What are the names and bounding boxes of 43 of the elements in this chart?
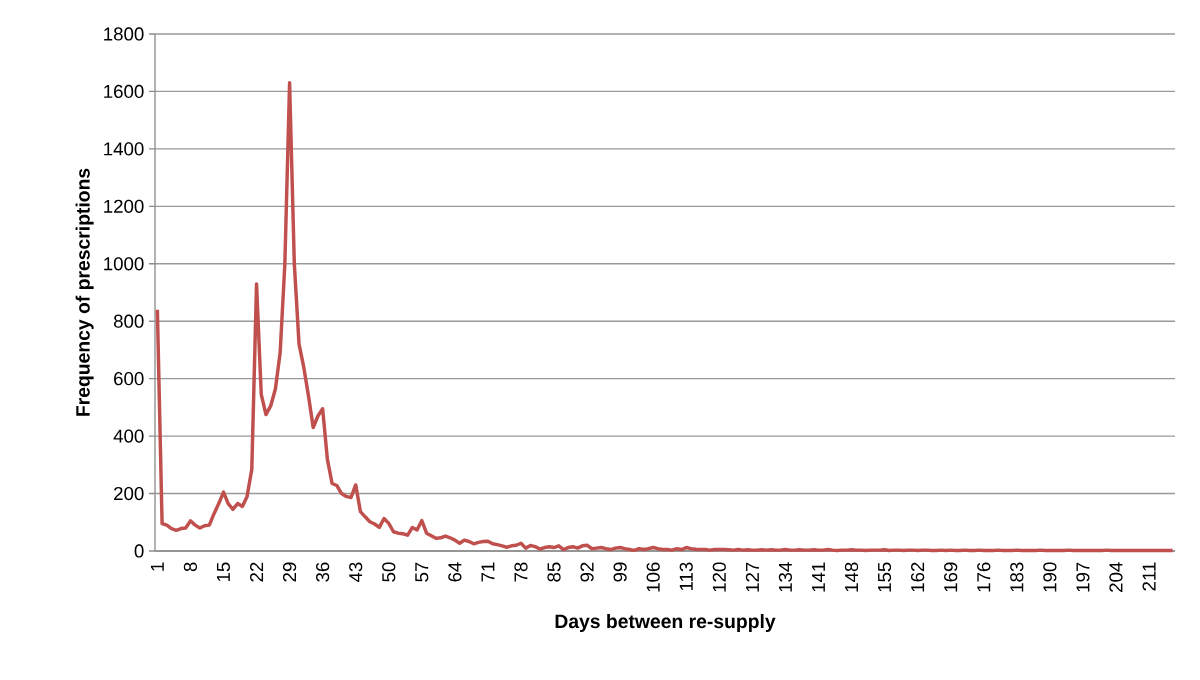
- x-tick-label: 8: [183, 562, 198, 572]
- x-tick-label: 176: [977, 562, 991, 592]
- y-tick-label: 1000: [104, 257, 144, 271]
- x-tick-label: 190: [1043, 562, 1057, 592]
- x-tick-label: 211: [1142, 562, 1156, 591]
- x-tick-label: 50: [382, 562, 396, 582]
- x-tick-label: 43: [349, 562, 363, 583]
- x-tick-label: 148: [844, 562, 859, 592]
- x-tick-label: 15: [216, 562, 230, 582]
- x-tick-label: 57: [415, 562, 429, 582]
- x-tick-label: 92: [580, 562, 594, 582]
- x-tick-label: 127: [745, 562, 759, 592]
- x-tick-label: 71: [481, 562, 495, 582]
- y-tick-label: 800: [113, 314, 144, 328]
- x-tick-label: 29: [282, 562, 297, 582]
- y-tick-label: 1800: [104, 27, 144, 41]
- x-tick-label: 64: [448, 562, 462, 582]
- x-tick-label: 141: [812, 562, 825, 592]
- y-tick-label: 1600: [104, 84, 144, 99]
- x-tick-label: 36: [316, 562, 330, 582]
- x-tick-label: 1: [150, 562, 164, 571]
- y-tick-label: 1200: [104, 199, 144, 213]
- y-tick-label: 400: [113, 429, 144, 443]
- y-tick-label: 600: [114, 372, 144, 386]
- y-tick-label: 0: [134, 544, 144, 558]
- x-tick-label: 22: [250, 562, 264, 582]
- x-tick-label: 113: [679, 562, 693, 591]
- x-tick-label: 134: [778, 562, 793, 592]
- x-tick-label: 162: [911, 562, 925, 592]
- x-axis-title: Days between re-supply: [555, 613, 776, 633]
- x-tick-label: 155: [878, 562, 892, 592]
- x-tick-label: 183: [1010, 562, 1024, 592]
- y-axis-title: Frequency of prescriptions: [75, 168, 94, 416]
- x-tick-label: 99: [613, 562, 627, 582]
- y-tick-label: 1400: [104, 142, 144, 156]
- x-tick-label: 78: [514, 562, 528, 582]
- x-tick-label: 204: [1109, 562, 1123, 592]
- x-tick-label: 120: [712, 562, 726, 592]
- x-tick-label: 197: [1076, 562, 1090, 592]
- x-tick-label: 169: [944, 562, 958, 592]
- x-tick-label: 106: [646, 562, 660, 592]
- y-tick-label: 200: [114, 486, 144, 501]
- x-tick-label: 85: [547, 562, 561, 582]
